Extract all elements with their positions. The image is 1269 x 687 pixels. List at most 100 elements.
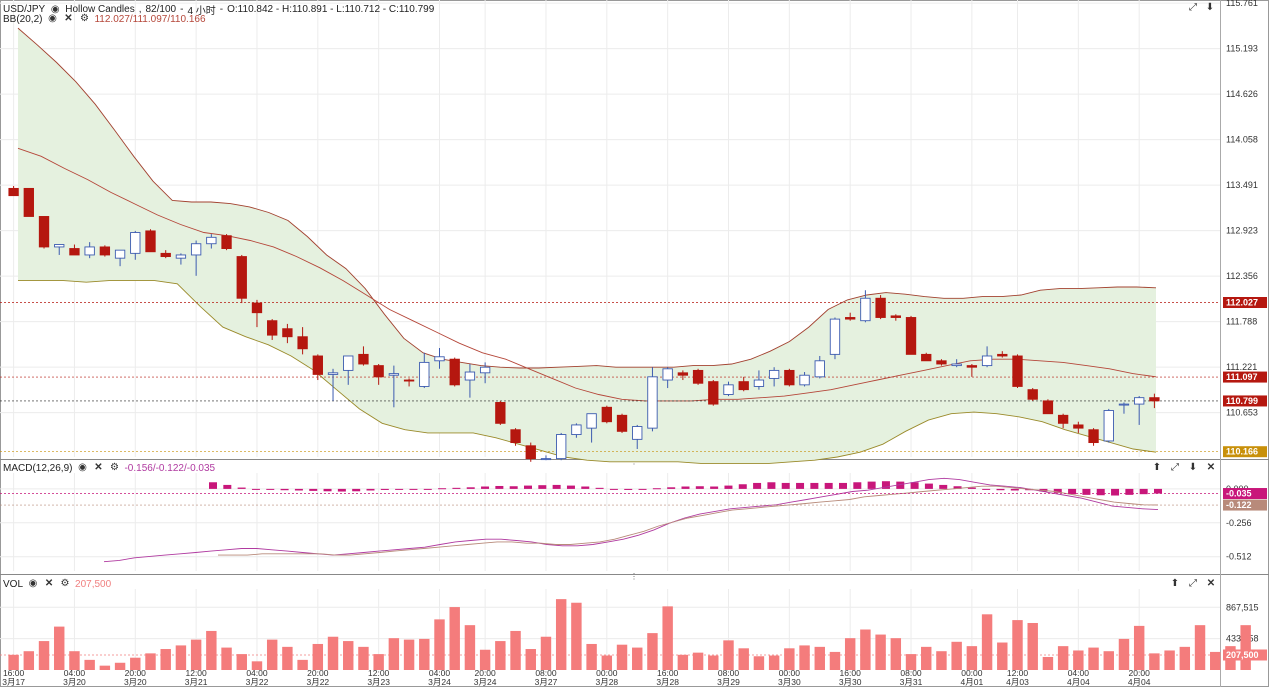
macd-histogram-bar xyxy=(824,482,833,489)
macd-histogram-bar xyxy=(939,484,948,489)
macd-histogram-bar xyxy=(581,486,590,489)
macd-histogram-bar xyxy=(753,482,762,489)
volume-bar xyxy=(1088,647,1099,670)
close-icon[interactable]: ✕ xyxy=(64,13,73,24)
arrow-up-icon[interactable]: ⬆ xyxy=(1152,462,1162,473)
eye-icon[interactable]: ◉ xyxy=(50,3,60,15)
macd-histogram-bar xyxy=(624,488,633,490)
volume-bar xyxy=(875,634,886,670)
candle-body xyxy=(419,361,430,387)
macd-histogram-bar xyxy=(724,485,733,489)
x-tick-date: 3月30 xyxy=(839,677,862,687)
volume-bar xyxy=(297,659,308,670)
volume-bar xyxy=(510,630,521,670)
candle-body xyxy=(510,429,521,444)
macd-histogram-bar xyxy=(1111,488,1120,496)
candle-body xyxy=(814,360,825,378)
gear-icon[interactable]: ⚙ xyxy=(60,578,70,589)
price-tag-text: 111.097 xyxy=(1226,372,1258,382)
expand-icon[interactable]: ⤢ xyxy=(1189,2,1197,13)
candle-body xyxy=(616,414,628,432)
macd-histogram-bar xyxy=(423,488,432,490)
x-tick-time: 16:00 xyxy=(3,668,25,678)
volume-bar xyxy=(921,646,932,670)
macd-histogram-bar xyxy=(896,481,905,489)
gear-icon[interactable]: ⚙ xyxy=(109,462,119,473)
volume-bar xyxy=(981,614,993,670)
close-icon[interactable]: ✕ xyxy=(94,462,103,473)
price-tag xyxy=(1223,446,1267,458)
macd-histogram-bar xyxy=(967,487,976,489)
x-tick-time: 20:00 xyxy=(474,668,496,678)
x-tick-date: 3月21 xyxy=(185,677,208,687)
x-tick-time: 04:00 xyxy=(64,668,86,678)
macd-histogram-bar xyxy=(466,487,475,489)
close-pane-icon[interactable]: ✕ xyxy=(1206,578,1216,589)
volume-bar xyxy=(1027,622,1038,670)
candle-body xyxy=(221,235,232,249)
candle-body xyxy=(54,244,65,248)
volume-bar xyxy=(692,652,704,670)
expand-icon[interactable]: ⤢ xyxy=(1189,578,1197,589)
volume-bar xyxy=(23,651,35,670)
candle-body xyxy=(662,368,673,381)
arrow-up-icon[interactable]: ⬆ xyxy=(1170,578,1180,589)
volume-bar xyxy=(905,654,917,670)
close-pane-icon[interactable]: ✕ xyxy=(1206,462,1216,473)
eye-icon[interactable]: ◉ xyxy=(28,578,38,589)
y-tick-label: 115.761 xyxy=(1226,0,1258,8)
candle-body xyxy=(160,252,171,258)
arrow-down-icon[interactable]: ⬇ xyxy=(1188,462,1198,473)
volume-bar xyxy=(860,629,871,670)
macd-histogram-bar xyxy=(595,487,604,489)
macd-histogram-bar xyxy=(309,488,318,491)
gear-icon[interactable]: ⚙ xyxy=(79,13,89,24)
volume-bar xyxy=(175,645,187,670)
volume-bar xyxy=(997,642,1008,670)
candle-body xyxy=(267,320,278,336)
candle-body xyxy=(1042,400,1054,415)
volume-bar xyxy=(1164,650,1175,670)
macd-tag-text: -0.035 xyxy=(1226,489,1252,499)
x-tick-time: 20:00 xyxy=(307,668,329,678)
macd-histogram-bar xyxy=(910,482,919,489)
macd-histogram-bar xyxy=(395,488,404,490)
x-tick-time: 08:00 xyxy=(535,668,557,678)
close-icon[interactable]: ✕ xyxy=(44,578,54,589)
volume-bar xyxy=(1240,625,1251,670)
x-tick-date: 3月24 xyxy=(474,677,497,687)
candle-body xyxy=(175,254,187,259)
arrow-down-icon[interactable]: ⬇ xyxy=(1205,2,1215,13)
x-tick-date: 3月22 xyxy=(246,677,269,687)
volume-bar xyxy=(784,648,795,670)
eye-icon[interactable]: ◉ xyxy=(48,13,57,24)
volume-bar xyxy=(525,649,536,670)
vol-label: VOL xyxy=(3,578,24,590)
macd-tag xyxy=(1223,499,1267,511)
expand-icon[interactable]: ⤢ xyxy=(1171,462,1179,473)
volume-bar xyxy=(632,647,643,670)
macd-histogram-bar xyxy=(509,486,518,489)
x-tick-date: 3月28 xyxy=(656,677,679,687)
x-tick-time: 16:00 xyxy=(840,668,862,678)
bb-legend: BB(20,2) ◉ ✕ ⚙ 112.027/111.097/110.166 xyxy=(3,13,206,25)
y-tick-label: 112.356 xyxy=(1226,271,1258,281)
macd-histogram-bar xyxy=(366,488,375,491)
volume-bar xyxy=(571,602,582,670)
eye-icon[interactable]: ◉ xyxy=(78,462,87,473)
candle-body xyxy=(875,297,886,318)
volume-bar xyxy=(251,661,263,670)
volume-bar xyxy=(647,633,658,670)
macd-histogram-bar xyxy=(223,484,232,489)
x-tick-date: 3月27 xyxy=(535,677,558,687)
x-tick-date: 3月20 xyxy=(63,677,86,687)
candle-body xyxy=(434,356,445,362)
volume-bar xyxy=(555,599,567,670)
macd-histogram-bar xyxy=(767,482,776,489)
volume-bar xyxy=(844,638,856,670)
x-tick-date: 3月20 xyxy=(124,677,147,687)
candle-body xyxy=(251,302,263,314)
candle-body xyxy=(586,413,597,429)
candle-body xyxy=(936,360,947,365)
